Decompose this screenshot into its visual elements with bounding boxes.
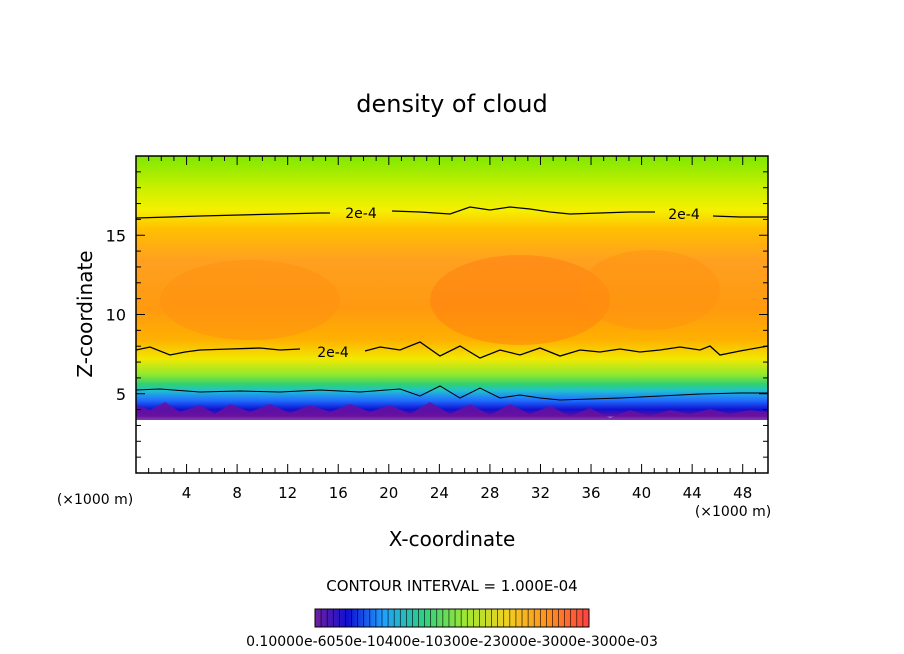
x-tick-label: 12: [278, 484, 297, 502]
x-tick-label: 36: [581, 484, 600, 502]
x-tick-label: 32: [531, 484, 550, 502]
chart-title: density of cloud: [356, 90, 547, 118]
contour-label-upper-right: 2e-4: [668, 207, 700, 223]
contour-middle: [135, 341, 769, 359]
x-tick-label: 28: [480, 484, 499, 502]
contour-upper: [135, 206, 768, 219]
x-axis-label: X-coordinate: [389, 527, 516, 551]
x-tick-label: 44: [683, 484, 702, 502]
contour-interval-text: CONTOUR INTERVAL = 1.000E-04: [326, 577, 577, 595]
x-tick-label: 4: [182, 484, 192, 502]
x-tick-label: 20: [379, 484, 398, 502]
x-unit-label: (×1000 m): [695, 504, 771, 520]
y-axis: 5 10 15: [106, 171, 768, 458]
x-tick-label: 40: [632, 484, 651, 502]
x-tick-label: 24: [430, 484, 449, 502]
y-tick-label: 15: [106, 226, 126, 245]
contour-lower: [135, 385, 768, 401]
y-tick-label: 10: [106, 306, 126, 325]
y-unit-label: (×1000 m): [57, 492, 133, 508]
plot-area: [136, 156, 768, 473]
colorbar: [314, 608, 590, 628]
colorbar-labels: 0.10000e-6050e-10400e-10300e-23000e-3000…: [246, 634, 658, 650]
colorbar-ticks: [320, 609, 584, 627]
x-tick-label: 8: [232, 484, 242, 502]
y-axis-label: Z-coordinate: [73, 250, 97, 377]
contour-label-middle: 2e-4: [317, 345, 349, 361]
x-tick-label: 16: [329, 484, 348, 502]
contour-lines: [135, 206, 769, 401]
x-tick-label: 48: [733, 484, 752, 502]
contour-label-upper-left: 2e-4: [345, 206, 377, 222]
y-tick-label: 5: [116, 385, 126, 404]
density-core-center: [430, 255, 610, 345]
density-core-right: [580, 250, 720, 330]
x-axis: 4 8 12 16 20 24 28 32 36 40 44 48: [148, 156, 756, 502]
density-core-left: [160, 260, 340, 340]
lower-edge-fringe: [136, 402, 768, 420]
